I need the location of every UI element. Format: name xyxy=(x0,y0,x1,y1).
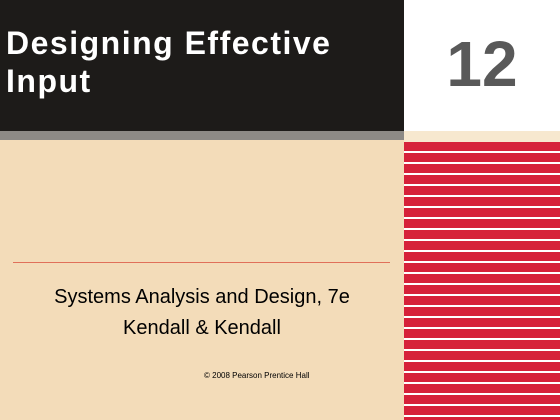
slide-subtitle: Systems Analysis and Design, 7e xyxy=(54,286,350,308)
title-block: Designing Effective Input xyxy=(0,0,404,131)
slide-title: Designing Effective Input xyxy=(6,25,332,99)
chapter-number: 12 xyxy=(446,28,518,100)
striped-panel xyxy=(404,142,560,420)
chapter-number-box: 12 xyxy=(404,0,560,131)
content-area xyxy=(0,140,404,420)
separator-strip xyxy=(0,131,404,140)
slide-authors: Kendall & Kendall xyxy=(123,317,281,339)
accent-strip xyxy=(404,131,560,142)
divider-line xyxy=(13,262,390,263)
copyright-notice: © 2008 Pearson Prentice Hall xyxy=(204,371,310,380)
